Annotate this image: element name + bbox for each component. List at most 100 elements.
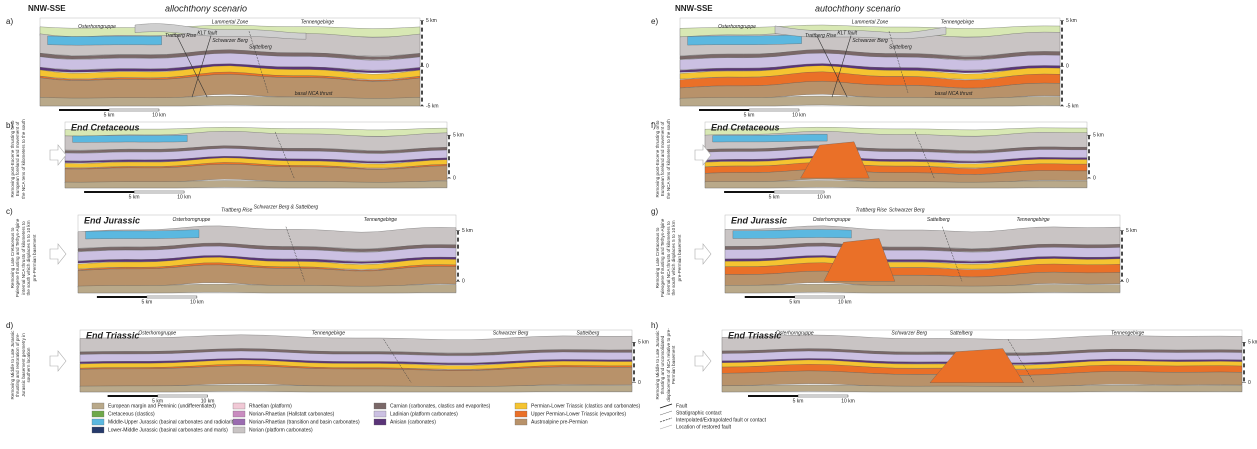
place-label: Lammertal Zone bbox=[212, 20, 249, 26]
restoration-arrow bbox=[695, 351, 711, 371]
scenario-title: allochthony scenario bbox=[165, 3, 247, 13]
scale-label: 10 km bbox=[838, 299, 852, 305]
legend-swatch bbox=[233, 403, 245, 409]
axis-label: 0 bbox=[462, 279, 465, 285]
scale-bar bbox=[798, 395, 848, 397]
legend-label: Upper Permian-Lower Triassic (evaporites… bbox=[531, 411, 626, 417]
panel-title: End Cretaceous bbox=[711, 122, 780, 132]
rock-layer bbox=[73, 135, 188, 142]
place-label: Schwarzer Berg bbox=[891, 330, 927, 336]
legend-label: Interpolated/Extrapolated fault or conta… bbox=[676, 417, 767, 423]
axis-label: 0 bbox=[1066, 64, 1069, 70]
axis-label: 5 km bbox=[453, 133, 464, 139]
place-label: basal NCA thrust bbox=[935, 91, 973, 97]
rock-layer bbox=[48, 36, 162, 45]
place-label: Trattberg Rise bbox=[855, 208, 887, 214]
side-note: Removing post-Eocene thrusting onto Euro… bbox=[655, 119, 671, 199]
axis-label: 0 bbox=[426, 64, 429, 70]
panel-letter: c) bbox=[6, 207, 13, 216]
place-label: Schwarzer Berg bbox=[212, 38, 248, 44]
legend-label: Ladinian (platform carbonates) bbox=[390, 411, 458, 417]
rock-layer bbox=[680, 96, 1060, 106]
legend-label: Stratigraphic contact bbox=[676, 410, 722, 416]
scale-bar bbox=[795, 296, 845, 298]
legend-label: Carnian (carbonates, clastics and evapor… bbox=[390, 403, 491, 409]
scale-label: 5 km bbox=[744, 112, 755, 118]
legend-swatch bbox=[515, 411, 527, 417]
scale-label: 10 km bbox=[152, 112, 166, 118]
axis-label: 5 km bbox=[1093, 133, 1104, 139]
legend-symbol bbox=[660, 411, 672, 415]
scale-bar bbox=[158, 395, 208, 397]
place-label: Tennengebirge bbox=[941, 20, 974, 26]
rock-layer bbox=[705, 181, 1087, 189]
scale-bar bbox=[774, 191, 824, 193]
side-note-box: Removing post-Eocene thrusting onto Euro… bbox=[10, 119, 50, 199]
place-label: Trattberg Rise bbox=[221, 208, 253, 214]
panel-title: End Cretaceous bbox=[71, 122, 140, 132]
legend-label: Norian-Rhaetian (transition and basin ca… bbox=[249, 419, 360, 425]
rock-layer bbox=[713, 134, 828, 142]
place-label: Sattelberg bbox=[576, 330, 599, 336]
legend-swatch bbox=[92, 403, 104, 409]
scale-bar bbox=[748, 395, 798, 397]
scale-bar bbox=[97, 296, 147, 298]
side-note-box: Removing Middle to Late Jurassic thrusti… bbox=[10, 325, 50, 405]
scale-bar bbox=[84, 191, 134, 193]
axis-label: 0 bbox=[1093, 175, 1096, 181]
rock-layer bbox=[733, 230, 852, 239]
place-label: Tennengebirge bbox=[312, 330, 345, 336]
rock-layer bbox=[725, 284, 1120, 293]
panel-letter: e) bbox=[651, 17, 658, 26]
legend-label: European margin and Penninic (undifferen… bbox=[108, 403, 216, 409]
scale-bar bbox=[745, 296, 795, 298]
place-label: Trattberg Rise bbox=[805, 33, 837, 39]
legend-swatch bbox=[233, 411, 245, 417]
scale-label: 5 km bbox=[104, 112, 115, 118]
legend-label: Norian-Rhaetian (Hallstatt carbonates) bbox=[249, 411, 335, 417]
legend-label: Fault bbox=[676, 403, 688, 409]
restoration-arrow bbox=[695, 244, 711, 264]
direction: NNW-SSE bbox=[675, 4, 713, 13]
place-label: Osterhorngruppe bbox=[172, 217, 210, 223]
place-label: Sattelberg bbox=[889, 44, 912, 50]
place-label: Osterhorngruppe bbox=[138, 330, 176, 336]
legend-swatch bbox=[233, 427, 245, 433]
place-label: Tennengebirge bbox=[364, 217, 397, 223]
axis-label: 5 km bbox=[638, 340, 649, 346]
scale-bar bbox=[134, 191, 184, 193]
place-label: Sattelberg bbox=[927, 217, 950, 223]
rock-layer bbox=[86, 230, 199, 239]
scale-label: 5 km bbox=[769, 194, 780, 200]
scale-bar bbox=[749, 109, 799, 111]
scale-label: 10 km bbox=[177, 194, 191, 200]
legend-label: Cretaceous (clastics) bbox=[108, 411, 155, 417]
side-note: Removing post-Eocene thrusting onto Euro… bbox=[10, 119, 26, 199]
place-label: Osterhorngruppe bbox=[813, 217, 851, 223]
place-label: Trattberg Rise bbox=[165, 33, 197, 39]
side-note: Removing Middle to Late Jurassic thrusti… bbox=[655, 325, 677, 405]
panel-title: End Triassic bbox=[728, 330, 781, 340]
rock-layer bbox=[80, 385, 632, 392]
legend-swatch bbox=[374, 419, 386, 425]
rock-layer bbox=[78, 284, 456, 293]
figure: NNW-SSE allochthony scenario NNW-SSE aut… bbox=[0, 0, 1257, 449]
panel-letter: a) bbox=[6, 17, 13, 26]
place-label: Schwarzer Berg bbox=[889, 208, 925, 214]
restoration-arrow bbox=[50, 351, 66, 371]
legend-symbol bbox=[660, 418, 672, 422]
legend-label: Middle-Upper Jurassic (basinal carbonate… bbox=[108, 419, 240, 425]
scale-label: 10 km bbox=[817, 194, 831, 200]
scale-label: 10 km bbox=[792, 112, 806, 118]
axis-label: 0 bbox=[638, 380, 641, 386]
legend-swatch bbox=[92, 427, 104, 433]
scale-label: 5 km bbox=[789, 299, 800, 305]
place-label: Osterhorngruppe bbox=[776, 330, 814, 336]
panel-letter: g) bbox=[651, 207, 658, 216]
axis-label: 5 km bbox=[462, 228, 473, 234]
place-label: Tennengebirge bbox=[1017, 217, 1050, 223]
scale-label: 5 km bbox=[129, 194, 140, 200]
legend-swatch bbox=[515, 403, 527, 409]
panel-title: End Triassic bbox=[86, 330, 139, 340]
restoration-arrow bbox=[50, 244, 66, 264]
